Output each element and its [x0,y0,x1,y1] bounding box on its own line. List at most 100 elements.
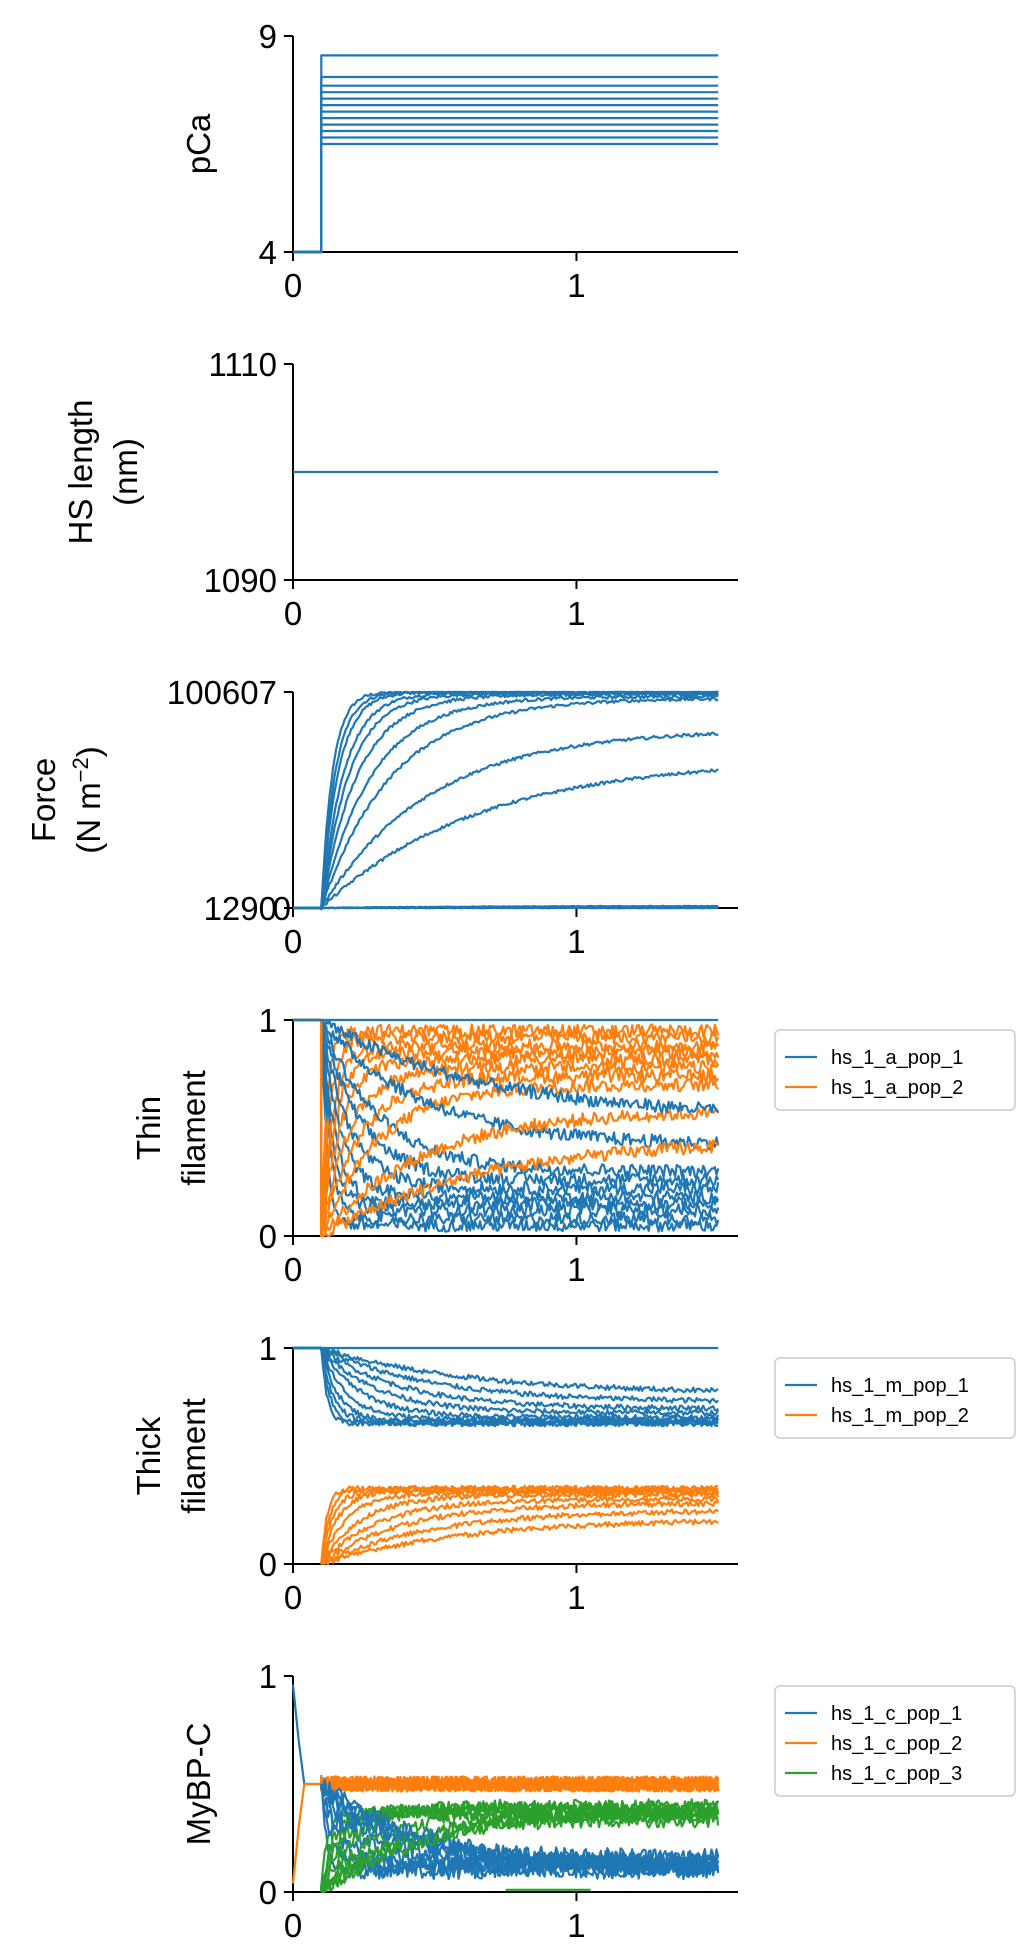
force-trace [293,906,719,910]
thick-pop-1-trace [293,1346,719,1412]
legend-box [774,1685,1016,1797]
x-tick-label: 0 [284,1579,302,1616]
y-axis-label: MyBP-C [180,1723,217,1846]
thin-pop-2-trace [293,1018,720,1238]
force-trace [293,694,719,910]
y-tick-label: 100607 [167,674,277,711]
x-tick-label: 0 [284,267,302,304]
thin-pop-1-trace [293,1018,720,1114]
thick-pop-2-trace [320,1508,720,1565]
thick-pop-2-trace [320,1495,720,1565]
legend: hs_1_a_pop_1 hs_1_a_pop_2 [774,1029,1016,1111]
thin-pop-2-trace [293,1018,720,1238]
y-tick-label: 4 [259,234,277,271]
legend-box [774,1357,1016,1439]
thin-pop-2-trace [293,1018,720,1238]
panel-thin: 1 00 1 Thin filament hs_1_a_pop_1 hs_1_a_pop_2 [130,1002,1016,1288]
y-axis-label: Thin [130,1096,167,1160]
pca-trace [293,110,719,254]
thick-pop-2-trace [320,1491,720,1565]
mybpc-pop-3-trace [320,1802,719,1894]
series-group [293,1018,720,1238]
thin-pop-2-trace [293,1018,720,1238]
panel-pca: 9 40 1 pCa [180,18,738,304]
thin-pop-2-trace [293,1018,720,1238]
legend-box [774,1029,1016,1111]
thin-pop-1-trace [293,1018,719,1205]
x-tick-label: 1 [567,595,585,632]
series-group [293,1346,720,1566]
y-tick-label: 9 [259,18,277,55]
thick-pop-1-trace [293,1346,719,1394]
thin-pop-1-trace [293,1018,719,1227]
y-axis-label: Thick [130,1416,167,1495]
y-tick-label: 0 [259,1218,277,1255]
y-axis-label: filament [175,1398,212,1514]
y-axis-label: HS length [62,400,99,545]
pca-trace [293,97,719,254]
series-group [293,54,719,254]
thin-pop-2-trace [293,1018,720,1238]
y-tick-label: 1 [259,1002,277,1039]
thick-pop-1-trace [293,1346,720,1421]
thin-pop-2-trace [293,1018,720,1238]
x-tick-label: 0 [284,595,302,632]
thick-pop-2-trace [320,1486,719,1565]
y-tick-label: 1090 [204,562,277,599]
x-tick-label: 0 [284,923,302,960]
thin-pop-1-trace [293,1018,720,1179]
y-tick-label: 0 [273,890,291,927]
thick-pop-2-trace [320,1518,719,1566]
x-tick-label: 1 [567,1251,585,1288]
x-tick-label: 1 [567,1579,585,1616]
y-tick-label: 0 [259,1874,277,1911]
mybpc-pop-2-trace [320,1775,719,1793]
mybpc-pop-2-trace [291,1782,322,1884]
thick-pop-2-trace [320,1484,719,1565]
pca-trace [293,91,719,254]
series-group [291,1684,720,1894]
mybpc-pop-1-trace [320,1778,720,1877]
legend: hs_1_m_pop_1 hs_1_m_pop_2 [774,1357,1016,1439]
thick-pop-1-trace [293,1346,720,1417]
pca-trace [293,75,719,254]
series-group [293,690,719,911]
y-tick-label: 1 [259,1658,277,1695]
legend: hs_1_c_pop_1 hs_1_c_pop_2 hs_1_c_pop_3 [774,1685,1016,1797]
y-tick-label: 1290 [204,890,277,927]
thick-pop-2-trace [320,1484,719,1565]
thin-pop-1-trace [293,1018,720,1187]
x-tick-label: 1 [567,923,585,960]
x-tick-label: 0 [284,1251,302,1288]
legend-entry: hs_1_a_pop_1 [831,1047,963,1069]
pca-trace [293,129,719,254]
legend-entry: hs_1_m_pop_2 [831,1405,969,1427]
y-axis-label: (nm) [107,438,144,506]
x-tick-label: 0 [284,1907,302,1944]
force-trace [293,696,719,910]
thin-pop-2-trace [293,1018,720,1238]
y-axis-label: filament [175,1070,212,1186]
y-axis-label-units: (N m−2) [68,746,107,854]
legend-entry: hs_1_c_pop_3 [831,1763,962,1785]
pca-trace [293,136,719,254]
force-trace [293,731,719,911]
y-axis-label: Force [25,758,62,842]
thick-pop-2-trace [320,1500,719,1565]
mybpc-pop-1-trace [291,1684,322,1786]
legend-entry: hs_1_c_pop_2 [831,1733,962,1755]
legend-entry: hs_1_m_pop_1 [831,1375,969,1397]
y-axis-label: pCa [180,113,217,174]
thin-pop-1-trace [293,1018,720,1196]
y-tick-label: 1 [259,1330,277,1367]
force-trace [293,768,719,911]
panel-mybpc: 100 1MyBP-Chs_1_c_pop_1hs_1_c_pop_2hs_1_c… [180,1658,1016,1944]
legend-entry: hs_1_a_pop_2 [831,1077,963,1099]
y-tick-label: 0 [259,1546,277,1583]
legend-entry: hs_1_c_pop_1 [831,1703,962,1725]
x-tick-label: 1 [567,1907,585,1944]
